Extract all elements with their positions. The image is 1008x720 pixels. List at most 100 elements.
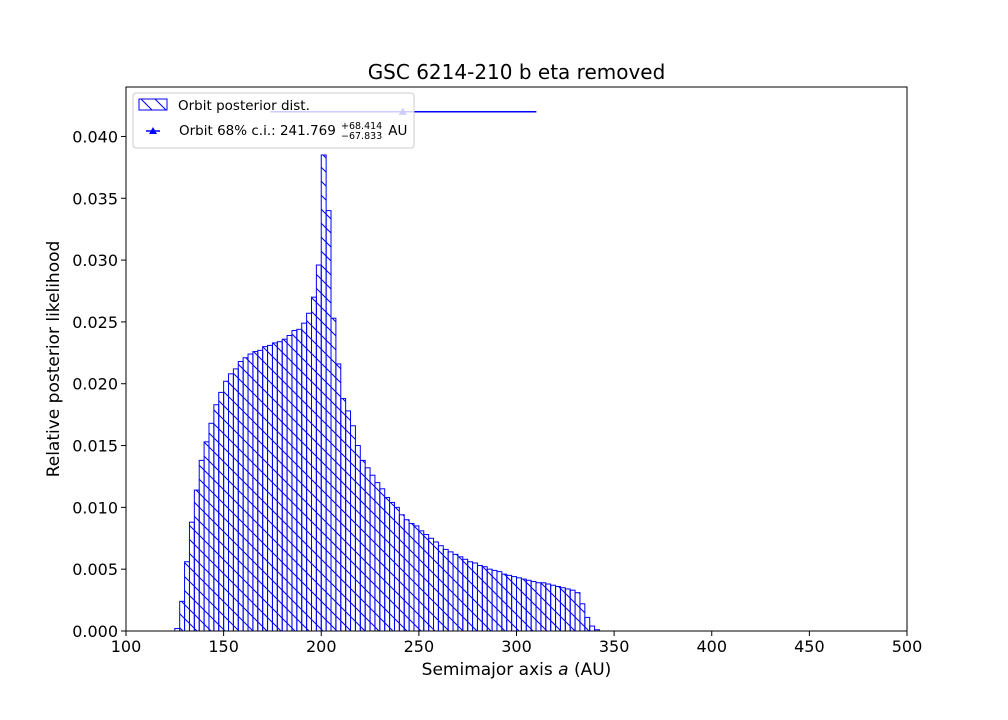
histogram-bar <box>374 482 381 631</box>
histogram-bar <box>198 459 205 631</box>
histogram-bar <box>296 328 303 631</box>
histogram-bar <box>213 404 220 631</box>
y-tick-label: 0.035 <box>72 189 118 208</box>
histogram-bar <box>257 349 264 631</box>
x-axis-label: Semimajor axis a (AU) <box>422 660 612 680</box>
histogram-bar <box>310 296 317 631</box>
histogram-bar <box>301 322 308 631</box>
histogram-bar <box>223 380 230 631</box>
histogram-bar <box>228 373 234 631</box>
histogram-bar <box>354 445 361 631</box>
histogram-bar <box>315 264 322 631</box>
x-tick-label: 100 <box>111 637 142 656</box>
histogram-bar <box>555 585 561 631</box>
y-tick-label: 0.020 <box>72 375 118 394</box>
histogram-bar <box>232 368 239 631</box>
histogram-bar <box>306 312 312 631</box>
histogram-bar <box>579 603 586 631</box>
histogram-bar <box>325 210 332 631</box>
legend-errorbar-plus: +68.414 <box>341 121 382 132</box>
x-tick-label: 400 <box>696 637 727 656</box>
histogram-bar <box>481 566 488 631</box>
histogram-bar <box>271 342 278 631</box>
histogram-bar <box>262 346 269 631</box>
histogram-bar <box>218 391 225 631</box>
y-tick-label: 0.005 <box>72 560 118 579</box>
histogram-bar <box>330 317 337 631</box>
histogram-bar <box>520 578 527 631</box>
histogram-bar <box>193 489 200 631</box>
legend-errorbar-unit: AU <box>384 123 407 139</box>
histogram-bar <box>184 561 190 631</box>
histogram-bar <box>433 541 439 631</box>
histogram-bar <box>393 506 400 631</box>
histogram-bar <box>369 474 376 631</box>
histogram-bar <box>428 537 435 631</box>
x-tick-label: 350 <box>599 637 630 656</box>
histogram-bar <box>208 422 215 631</box>
histogram-bar <box>281 338 288 631</box>
histogram-bar <box>545 583 552 631</box>
y-tick-label: 0.025 <box>72 313 118 332</box>
y-axis-ticks: 0.000 0.005 0.010 0.015 0.020 0.025 0.030 0.035… <box>72 127 126 641</box>
histogram-bar <box>491 569 498 631</box>
histogram-bar <box>237 360 244 631</box>
histogram-bar <box>462 558 469 631</box>
histogram-bar <box>594 629 600 631</box>
histogram-bar <box>359 459 366 631</box>
x-tick-label: 150 <box>208 637 239 656</box>
histogram-bar <box>511 576 517 631</box>
histogram-bar <box>335 363 342 631</box>
histogram-bar <box>452 553 459 631</box>
histogram-bar <box>384 496 391 631</box>
histogram-bar <box>476 564 483 631</box>
histogram-bar <box>442 548 449 631</box>
histogram-bars <box>174 154 600 631</box>
histogram-bar <box>516 577 522 631</box>
histogram-bar <box>525 579 532 631</box>
histogram-bar <box>286 335 293 631</box>
histogram-bar <box>584 616 591 631</box>
histogram-bar <box>179 600 186 631</box>
legend-errorbar-minus: −67.833 <box>341 131 382 142</box>
x-tick-label: 500 <box>892 637 923 656</box>
y-axis-label: Relative posterior likelihood <box>44 241 64 478</box>
histogram-bar <box>203 441 210 631</box>
histogram-bar <box>413 525 420 631</box>
y-tick-label: 0.040 <box>72 127 118 146</box>
x-axis-ticks: 100 150 200 250 300 350 400 450 500 <box>111 631 923 656</box>
histogram-bar <box>364 467 371 631</box>
histogram-bar <box>350 425 356 631</box>
histogram-bar <box>247 353 254 631</box>
histogram-bar <box>389 501 395 631</box>
histogram-bar <box>291 330 298 631</box>
legend-hist-swatch <box>138 98 168 111</box>
histogram-bar <box>550 584 557 631</box>
y-tick-label: 0.000 <box>72 622 118 641</box>
histogram-bar <box>340 398 347 631</box>
histogram-bar <box>530 581 537 631</box>
histogram-bar <box>408 522 415 631</box>
histogram-bar <box>398 514 405 631</box>
histogram-bar <box>418 530 425 631</box>
legend-errorbar-label: Orbit 68% c.i.: 241.769 <box>179 123 336 139</box>
y-tick-label: 0.030 <box>72 251 118 270</box>
histogram-bar <box>574 592 581 631</box>
histogram-bar <box>423 534 430 631</box>
y-tick-label: 0.010 <box>72 498 118 517</box>
histogram-bar <box>345 410 352 631</box>
x-tick-label: 300 <box>501 637 532 656</box>
histogram-bar <box>403 519 410 631</box>
x-tick-label: 250 <box>404 637 435 656</box>
histogram-bar <box>496 571 503 631</box>
histogram-bar <box>501 573 508 631</box>
histogram-bar <box>457 556 464 631</box>
histogram-bar <box>589 625 596 631</box>
histogram-bar <box>506 574 513 631</box>
histogram-bar <box>379 488 386 631</box>
y-tick-label: 0.015 <box>72 437 118 456</box>
x-tick-label: 200 <box>306 637 337 656</box>
histogram-bar <box>188 521 195 631</box>
histogram-bar <box>252 351 259 631</box>
